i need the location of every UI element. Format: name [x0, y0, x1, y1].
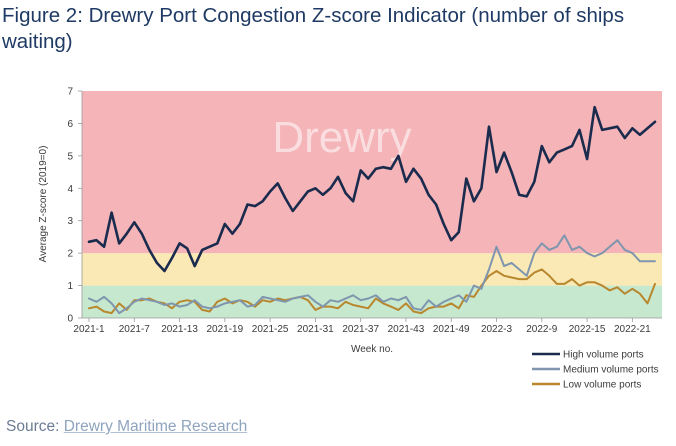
- y-tick-label: 1: [67, 281, 73, 292]
- series-lines: [87, 105, 657, 315]
- x-tick-label: 2021-25: [252, 324, 289, 335]
- x-axis: 2021-1 2021-7 2021-13 2021-19 2021-25 2021-31…: [73, 317, 662, 335]
- drewry-watermark: Drewry: [272, 113, 411, 162]
- y-tick-label: 3: [67, 216, 73, 227]
- x-axis-label: Week no.: [351, 344, 393, 355]
- series-line-high: [87, 105, 657, 273]
- source-label: Source:: [6, 418, 64, 435]
- x-tick-label: 2022-15: [569, 324, 606, 335]
- legend-label-low: Low volume ports: [563, 380, 641, 391]
- source-note: Source: Drewry Maritime Research: [6, 418, 247, 436]
- y-tick-label: 5: [67, 151, 73, 162]
- y-tick-label: 0: [67, 314, 73, 325]
- y-tick-label: 4: [67, 184, 73, 195]
- source-link[interactable]: Drewry Maritime Research: [63, 418, 248, 435]
- x-tick-label: 2022-3: [481, 324, 513, 335]
- y-axis: 0 1 2 3 4 5 6 7: [67, 87, 83, 325]
- y-tick-label: 2: [67, 249, 73, 260]
- band-yellow: [82, 253, 662, 286]
- legend: High volume ports Medium volume ports Low …: [532, 350, 659, 391]
- x-tick-label: 2021-37: [342, 324, 379, 335]
- x-tick-label: 2021-19: [206, 324, 243, 335]
- legend-label-high: High volume ports: [563, 350, 644, 361]
- legend-label-medium: Medium volume ports: [563, 365, 659, 376]
- y-axis-label: Average Z-score (2019=0): [38, 146, 49, 263]
- x-tick-label: 2021-49: [433, 324, 470, 335]
- series-line-medium: [88, 234, 656, 315]
- series-line-low: [88, 268, 656, 315]
- x-tick-label: 2021-1: [73, 324, 105, 335]
- y-tick-label: 6: [67, 119, 73, 130]
- x-tick-label: 2021-43: [388, 324, 425, 335]
- x-tick-label: 2022-21: [614, 324, 651, 335]
- y-tick-label: 7: [67, 87, 73, 98]
- x-tick-label: 2022-9: [526, 324, 558, 335]
- figure-title: Figure 2: Drewry Port Congestion Z-score…: [2, 4, 625, 53]
- x-tick-label: 2021-31: [297, 324, 334, 335]
- x-tick-label: 2021-13: [161, 324, 198, 335]
- x-tick-label: 2021-7: [119, 324, 151, 335]
- background-bands: [82, 91, 662, 318]
